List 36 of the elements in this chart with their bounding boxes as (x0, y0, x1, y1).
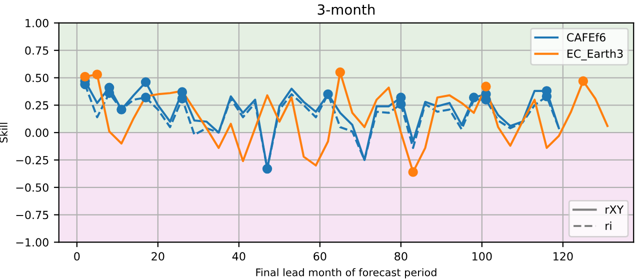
point (408, 167, 418, 177)
x-tick-label: 80 (394, 252, 408, 261)
legend-label: CAFEf6 (567, 32, 606, 42)
chart-title: 3-month (318, 4, 375, 15)
point (92, 70, 102, 80)
x-tick-label: 120 (554, 252, 573, 261)
x-axis-title: Final lead month of forecast period (256, 268, 436, 278)
point (323, 89, 333, 100)
y-tick-label: −0.75 (16, 210, 48, 220)
y-tick-label: 0.50 (25, 74, 48, 82)
legend-label: rXY (606, 205, 624, 214)
x-tick-label: 20 (152, 252, 164, 261)
point (116, 104, 126, 114)
point (481, 82, 491, 92)
point (80, 72, 90, 82)
point (335, 67, 346, 78)
point (140, 77, 151, 88)
y-tick-label: 0.25 (25, 101, 48, 110)
y-tick-label: −0.50 (16, 183, 48, 192)
point (262, 164, 272, 174)
y-tick-label: −1.00 (16, 238, 48, 247)
point (468, 92, 479, 102)
legend-label: EC_Earth3 (567, 49, 623, 60)
x-tick-label: 0 (74, 252, 80, 261)
point (140, 92, 151, 102)
legend-label: ri (606, 221, 612, 230)
point (396, 99, 406, 109)
point (578, 76, 588, 86)
x-tick-label: 40 (232, 252, 246, 261)
y-tick-label: 0.75 (25, 46, 48, 55)
y-tick-label: 0.00 (25, 128, 48, 137)
x-tick-label: 100 (472, 252, 492, 261)
point (177, 94, 188, 104)
y-tick-label: −0.25 (16, 156, 48, 164)
x-tick-label: 60 (314, 252, 326, 261)
y-tick-label: 1.00 (26, 18, 48, 28)
